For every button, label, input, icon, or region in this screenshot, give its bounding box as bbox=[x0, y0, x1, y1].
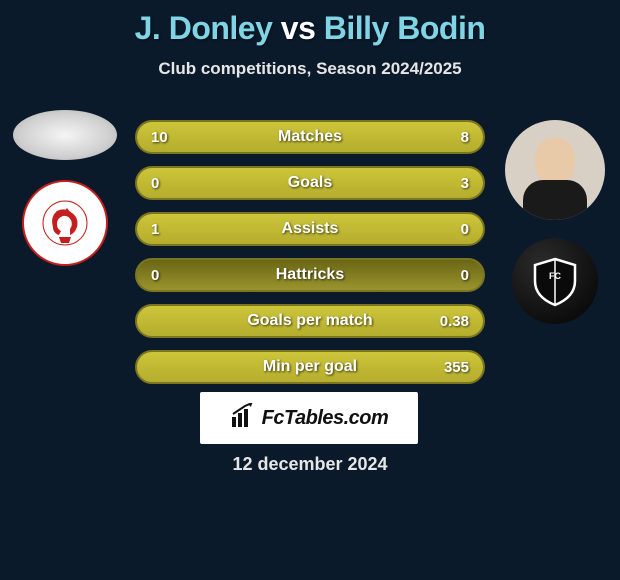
player1-photo bbox=[13, 110, 117, 160]
shield-badge-icon: FC bbox=[527, 253, 583, 309]
stat-row: 1Assists0 bbox=[135, 212, 485, 246]
stat-value-right: 355 bbox=[423, 359, 483, 376]
watermark-badge: FcTables.com bbox=[200, 392, 418, 444]
stat-value-right: 0.38 bbox=[423, 313, 483, 330]
stat-value-right: 3 bbox=[423, 175, 483, 192]
player1-name: J. Donley bbox=[135, 10, 273, 46]
comparison-title: J. Donley vs Billy Bodin bbox=[0, 0, 620, 47]
stat-label: Goals bbox=[197, 174, 423, 192]
stat-bars: 10Matches80Goals31Assists00Hattricks0Goa… bbox=[135, 120, 485, 396]
svg-text:FC: FC bbox=[549, 271, 561, 281]
stat-row: 0Goals3 bbox=[135, 166, 485, 200]
date-text: 12 december 2024 bbox=[0, 454, 620, 475]
stat-label: Goals per match bbox=[197, 312, 423, 330]
dragon-crest-icon bbox=[35, 193, 95, 253]
player2-club-badge: FC bbox=[512, 238, 598, 324]
stat-value-left: 0 bbox=[137, 175, 197, 192]
watermark-text: FcTables.com bbox=[262, 407, 389, 430]
player2-name: Billy Bodin bbox=[324, 10, 486, 46]
stat-label: Min per goal bbox=[197, 358, 423, 376]
stat-value-right: 0 bbox=[423, 221, 483, 238]
stat-value-right: 0 bbox=[423, 267, 483, 284]
subtitle: Club competitions, Season 2024/2025 bbox=[0, 59, 620, 79]
stat-value-left: 1 bbox=[137, 221, 197, 238]
stat-row: 0Hattricks0 bbox=[135, 258, 485, 292]
right-avatars: FC bbox=[500, 120, 610, 324]
stat-row: 10Matches8 bbox=[135, 120, 485, 154]
stat-label: Matches bbox=[197, 128, 423, 146]
left-avatars bbox=[10, 110, 120, 266]
stat-value-right: 8 bbox=[423, 129, 483, 146]
player2-photo bbox=[505, 120, 605, 220]
stat-row: Goals per match0.38 bbox=[135, 304, 485, 338]
stat-row: Min per goal355 bbox=[135, 350, 485, 384]
stat-value-left: 0 bbox=[137, 267, 197, 284]
stat-label: Assists bbox=[197, 220, 423, 238]
stat-value-left: 10 bbox=[137, 129, 197, 146]
stat-label: Hattricks bbox=[197, 266, 423, 284]
fctables-logo-icon bbox=[230, 403, 256, 434]
vs-separator: vs bbox=[281, 10, 316, 46]
player1-club-badge bbox=[22, 180, 108, 266]
